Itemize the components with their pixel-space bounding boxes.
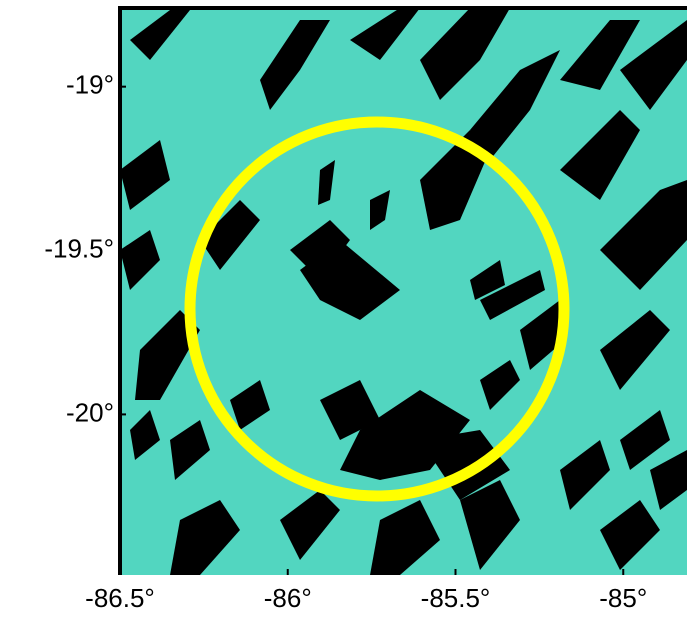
highlight-circle	[184, 116, 570, 502]
y-tick-label: -19.5°	[44, 233, 114, 263]
y-tick-label: -19°	[66, 70, 114, 100]
map-frame	[118, 6, 687, 575]
x-tick-label: -86.5°	[85, 583, 155, 613]
x-tick-label: -85.5°	[421, 583, 491, 613]
y-tick-label: -20°	[66, 397, 114, 427]
x-tick-label: -85°	[599, 583, 647, 613]
x-tick-label: -86°	[264, 583, 312, 613]
terrain-patches	[120, 8, 687, 575]
